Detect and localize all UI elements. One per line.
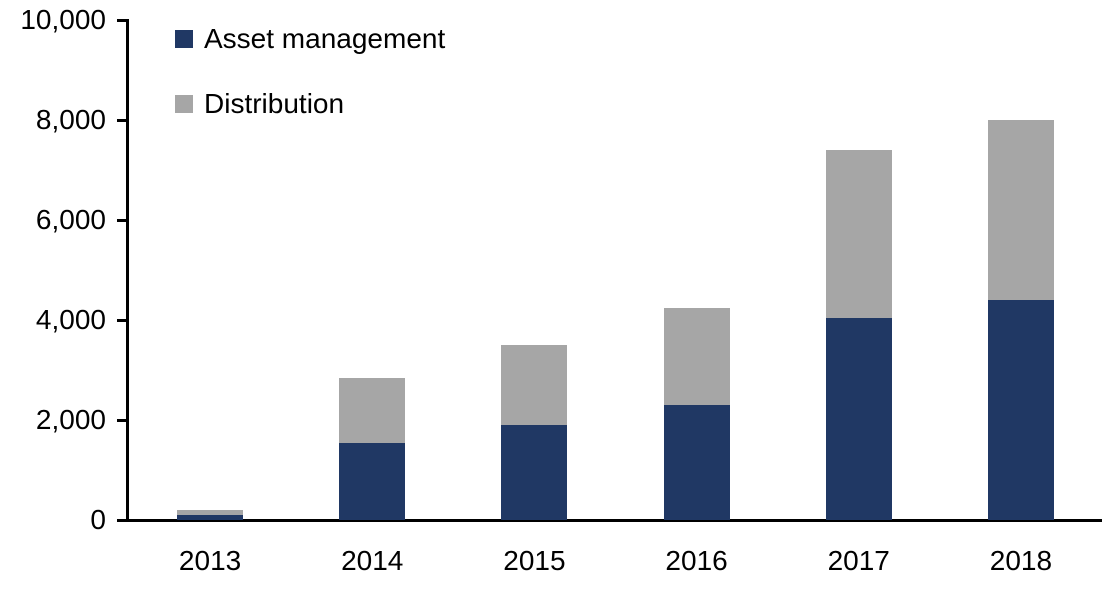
x-axis-label: 2013 <box>178 545 242 576</box>
x-axis-label: 2017 <box>827 545 890 576</box>
bar-segment-asset-management <box>501 425 568 520</box>
y-axis-tick-label: 6,000 <box>35 204 106 235</box>
bar-segment-asset-management <box>339 442 406 520</box>
legend-swatch-asset-management-icon <box>175 30 193 48</box>
x-axis-label: 2016 <box>665 545 728 576</box>
x-axis-line <box>117 519 1102 522</box>
bar-segment-asset-management <box>987 300 1054 520</box>
x-axis-label: 2014 <box>341 545 404 576</box>
bar-segment-distribution <box>501 345 568 425</box>
y-axis-tick <box>117 318 129 322</box>
bar-segment-asset-management <box>663 405 730 520</box>
y-axis-tick-label: 0 <box>90 504 106 535</box>
legend-label-distribution: Distribution <box>204 88 345 119</box>
bar-segment-asset-management <box>825 317 892 520</box>
bar-segment-distribution <box>825 150 892 318</box>
legend-item-distribution: Distribution <box>175 90 344 118</box>
y-axis-tick-label: 4,000 <box>35 304 106 335</box>
legend-label-asset-management: Asset management <box>204 23 446 54</box>
x-axis-label: 2015 <box>503 545 566 576</box>
y-axis-tick <box>117 118 129 122</box>
y-axis-tick-label: 2,000 <box>35 404 106 435</box>
bar-segment-asset-management <box>177 515 244 520</box>
bar-segment-distribution <box>663 307 730 405</box>
bar-segment-distribution <box>987 120 1054 300</box>
y-axis-tick <box>117 218 129 222</box>
bar-segment-distribution <box>339 377 406 443</box>
y-axis-line <box>126 20 129 522</box>
bar-segment-distribution <box>177 510 244 515</box>
y-axis-tick-label: 10,000 <box>20 4 106 35</box>
legend-item-asset-management: Asset management <box>175 25 445 53</box>
legend-swatch-distribution-icon <box>175 95 193 113</box>
y-axis-tick <box>117 418 129 422</box>
y-axis-tick-label: 8,000 <box>35 104 106 135</box>
x-axis-label: 2018 <box>989 545 1053 576</box>
y-axis-tick <box>117 18 129 22</box>
